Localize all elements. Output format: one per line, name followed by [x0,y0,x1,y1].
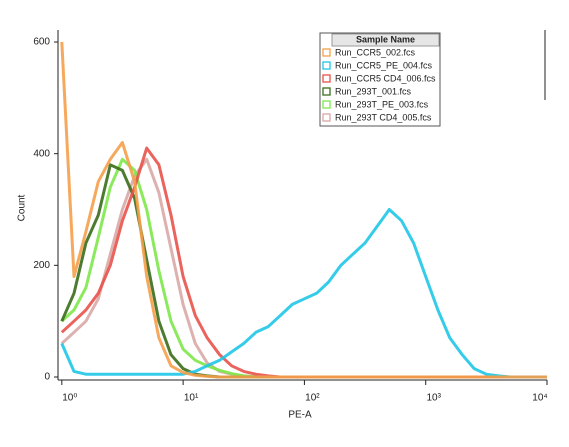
x-axis-label: PE-A [288,410,312,421]
y-axis-label: Count [17,194,28,221]
legend-label: Run_CCR5_002.fcs [335,47,416,57]
y-tick-label: 0 [44,372,50,383]
x-tick-label: 10¹ [184,393,199,404]
series-line [60,163,547,379]
legend-box [319,32,441,127]
legend: Sample Name Run_CCR5_002.fcs Run_CCR5_PE_0… [319,32,441,127]
x-tick-label: 10⁰ [62,393,77,404]
legend-label: Run_293T CD4_005.fcs [335,112,432,122]
legend-swatch [322,113,331,122]
legend-header [331,33,440,47]
series-line [60,41,547,379]
legend-label: Run_CCR5 CD4_006.fcs [335,73,436,83]
legend-title: Sample Name [356,34,415,44]
x-tick-label: 10² [305,393,320,404]
y-tick-label: 600 [33,37,50,48]
legend-swatch [322,74,331,83]
legend-swatch [322,48,331,57]
x-tick-label: 10³ [426,393,441,404]
legend-swatch [322,61,331,70]
y-tick-label: 400 [33,148,50,159]
series-line [60,208,547,379]
x-tick-label: 10⁴ [532,393,547,404]
legend-label: Run_293T_PE_003.fcs [335,99,429,109]
legend-swatch [322,87,331,96]
legend-label: Run_CCR5_PE_004.fcs [335,60,433,70]
y-tick-label: 200 [33,260,50,271]
legend-label: Run_293T_001.fcs [335,86,412,96]
legend-swatch [322,100,331,109]
